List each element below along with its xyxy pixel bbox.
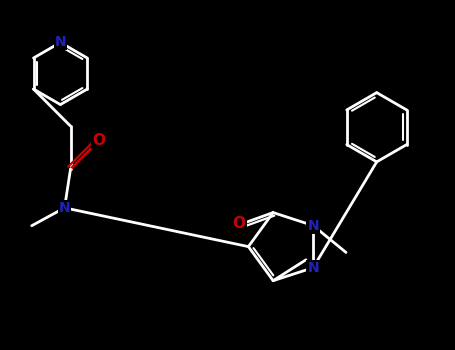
Text: O: O bbox=[233, 216, 246, 231]
Text: N: N bbox=[308, 218, 319, 232]
Text: N: N bbox=[59, 201, 71, 215]
Text: N: N bbox=[308, 261, 319, 275]
Text: N: N bbox=[55, 35, 66, 49]
Text: O: O bbox=[92, 133, 105, 148]
